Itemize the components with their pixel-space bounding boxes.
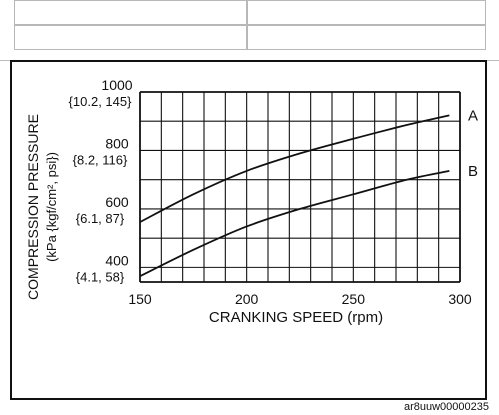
y-tick-label: 600: [105, 194, 129, 210]
y-tick-sublabel: {6.1, 87}: [76, 211, 125, 226]
background-table-cell: [246, 0, 486, 26]
background-table-cell: [14, 0, 248, 26]
y-axis-title: COMPRESSION PRESSURE: [25, 114, 41, 300]
chart-grid: [139, 91, 461, 283]
x-tick-label: 250: [342, 291, 366, 307]
y-tick-label: 400: [105, 252, 129, 268]
x-tick-label: 200: [235, 291, 259, 307]
background-table-cell: [14, 24, 248, 50]
series-line-a: [139, 114, 450, 223]
y-tick-sublabel: {8.2, 116}: [73, 152, 128, 167]
background-table-cell: [246, 24, 486, 50]
y-axis-units: (kPa {kgf/cm², psi}): [44, 152, 59, 262]
chart-ticks: 150 200 250 300 1000{10.2, 145} 800{8.2, 116}…: [69, 77, 472, 307]
series-line-b: [139, 170, 450, 277]
chart-curves: AB: [139, 107, 478, 277]
background-table: [0, 0, 499, 61]
y-tick-sublabel: {4.1, 58}: [76, 269, 125, 284]
series-label-a: A: [468, 107, 478, 124]
y-tick-label: 800: [105, 135, 129, 151]
x-tick-label: 300: [448, 291, 472, 307]
series-label-b: B: [468, 163, 478, 180]
y-tick-label: 1000: [101, 77, 132, 93]
figure-id: ar8uuw00000235: [403, 401, 489, 413]
chart-labels: CRANKING SPEED (rpm) COMPRESSION PRESSURE…: [25, 114, 383, 326]
y-tick-sublabel: {10.2, 145}: [69, 94, 133, 109]
x-tick-label: 150: [128, 291, 152, 307]
x-axis-title: CRANKING SPEED (rpm): [209, 309, 383, 326]
